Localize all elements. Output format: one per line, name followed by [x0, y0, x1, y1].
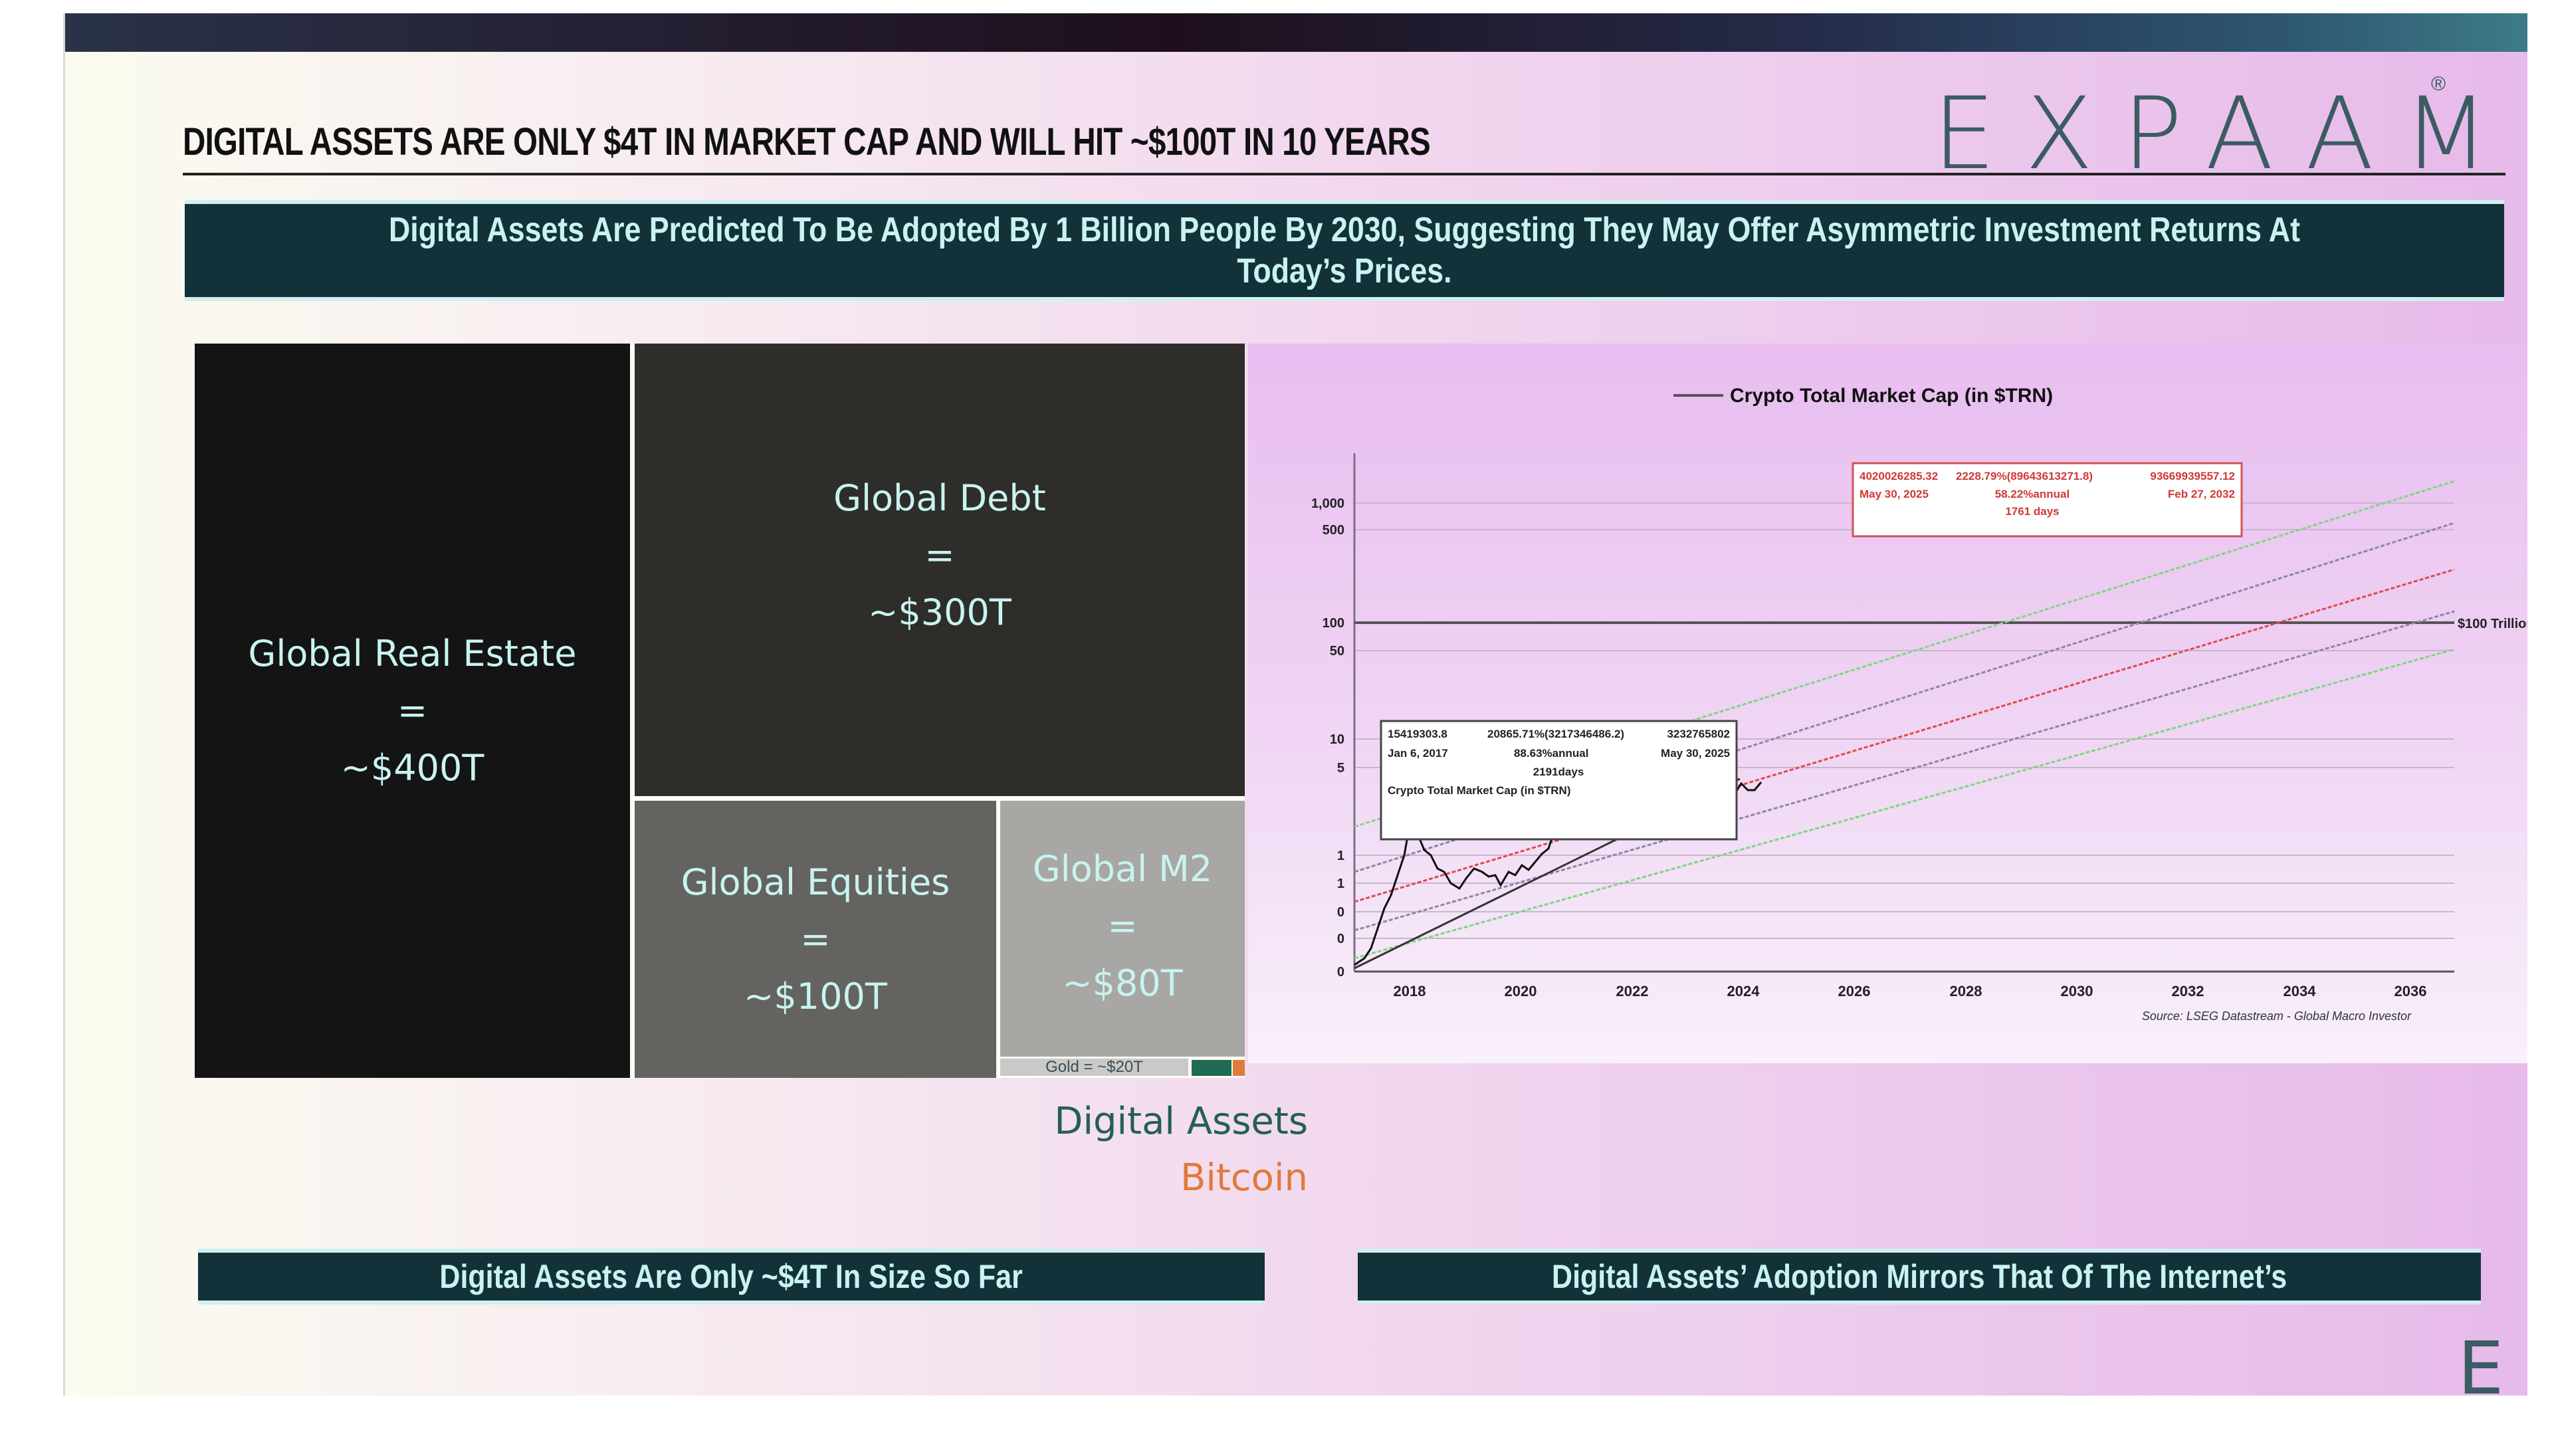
tile-value: ~$100T [744, 975, 887, 1017]
box-red-r2c3: Feb 27, 2032 [2168, 488, 2235, 500]
y-tick: 1 [1337, 849, 1344, 863]
tile-bitcoin [1233, 1060, 1245, 1076]
tile-value: ~$400T [340, 746, 484, 789]
tile-global-debt: Global Debt = ~$300T [635, 344, 1245, 796]
footer-banner-left-text: Digital Assets Are Only ~$4T In Size So … [439, 1258, 1023, 1295]
tile-global-real-estate: Global Real Estate = ~$400T [195, 344, 630, 1078]
box-black-r1c2: 20865.71%(3217346486.2) [1487, 728, 1624, 740]
headline-banner-text: Digital Assets Are Predicted To Be Adopt… [388, 211, 2301, 290]
x-tick: 2026 [1838, 983, 1871, 999]
top-gradient-bar [65, 13, 2527, 52]
market-cap-chart: Crypto Total Market Cap (in $TRN) $100 T… [1248, 344, 2527, 1063]
registered-mark: ® [2431, 73, 2446, 95]
y-tick: 0 [1337, 932, 1344, 946]
tile-digital-assets [1192, 1060, 1231, 1076]
y-tick: 50 [1330, 644, 1344, 659]
x-tick: 2020 [1505, 983, 1537, 999]
box-red-r2c1: May 30, 2025 [1860, 488, 1929, 500]
x-tick: 2034 [2284, 983, 2317, 999]
x-tick: 2036 [2394, 983, 2427, 999]
page-title: DIGITAL ASSETS ARE ONLY $4T IN MARKET CA… [183, 120, 1431, 163]
y-tick: 0 [1337, 965, 1344, 980]
x-tick: 2022 [1616, 983, 1649, 999]
tile-equals: = [800, 918, 831, 960]
box-red-r3: 1761 days [2005, 505, 2059, 518]
box-black-r4: Crypto Total Market Cap (in $TRN) [1388, 784, 1570, 797]
y-tick: 100 [1323, 616, 1344, 631]
legend-bitcoin: Bitcoin [1180, 1156, 1308, 1199]
footer-banner-left: Digital Assets Are Only ~$4T In Size So … [198, 1253, 1265, 1300]
tile-label: Global Equities [681, 861, 950, 903]
chart-source: Source: LSEG Datastream - Global Macro I… [2142, 1009, 2412, 1023]
footer-banner-right: Digital Assets’ Adoption Mirrors That Of… [1358, 1253, 2481, 1300]
tile-equals: = [924, 534, 955, 576]
y-tick: 10 [1330, 732, 1344, 747]
box-red-r2c2: 58.22%annual [1995, 488, 2070, 500]
tile-label: Global M2 [1032, 848, 1213, 890]
x-tick: 2018 [1394, 983, 1426, 999]
title-divider [183, 173, 2505, 175]
tile-equals: = [397, 689, 428, 732]
slide: DIGITAL ASSETS ARE ONLY $4T IN MARKET CA… [63, 13, 2527, 1411]
box-red-r1c3: 93669939557.12 [2150, 470, 2235, 482]
hundred-trillion-label: $100 Trillion [2458, 617, 2527, 631]
chart-legend: Crypto Total Market Cap (in $TRN) [1730, 385, 2053, 407]
tile-global-m2: Global M2 = ~$80T [1000, 801, 1245, 1057]
expaam-logo: EXPAAM [1933, 76, 2519, 192]
tile-label: Global Real Estate [248, 632, 577, 675]
box-black-r1c3: 3232765802 [1667, 728, 1730, 740]
x-tick: 2028 [1950, 983, 1982, 999]
x-tick: 2032 [2172, 983, 2204, 999]
chart-svg: Crypto Total Market Cap (in $TRN) $100 T… [1311, 385, 2527, 1023]
tile-label: Global Debt [833, 477, 1046, 519]
headline-banner: Digital Assets Are Predicted To Be Adopt… [185, 204, 2504, 297]
tile-value: ~$80T [1062, 962, 1183, 1004]
box-black-r2c1: Jan 6, 2017 [1388, 747, 1448, 760]
tile-equals: = [1107, 905, 1138, 947]
box-black-r2c3: May 30, 2025 [1661, 747, 1730, 760]
footer-banner-right-text: Digital Assets’ Adoption Mirrors That Of… [1551, 1258, 2287, 1295]
box-black-r3: 2191days [1533, 766, 1584, 778]
expaam-mark-icon: E [2458, 1326, 2504, 1411]
y-tick: 0 [1337, 905, 1344, 920]
y-tick: 1 [1337, 877, 1344, 891]
tile-gold: Gold = ~$20T [1000, 1059, 1188, 1076]
tile-global-equities: Global Equities = ~$100T [635, 801, 996, 1078]
x-tick: 2024 [1727, 983, 1760, 999]
box-black-r2c2: 88.63%annual [1514, 747, 1588, 760]
box-red-r1c1: 4020026285.32 [1860, 470, 1938, 482]
x-tick: 2030 [2061, 983, 2093, 999]
box-black-r1c1: 15419303.8 [1388, 728, 1447, 740]
y-tick: 5 [1337, 761, 1344, 776]
y-tick: 500 [1323, 523, 1344, 538]
y-tick: 1,000 [1311, 496, 1344, 511]
box-red-r1c2: 2228.79%(89643613271.8) [1956, 470, 2093, 482]
tile-value: ~$300T [868, 591, 1011, 633]
legend-digital-assets: Digital Assets [1054, 1100, 1308, 1143]
asset-treemap: Global Real Estate = ~$400T Global Debt … [195, 344, 1245, 1078]
